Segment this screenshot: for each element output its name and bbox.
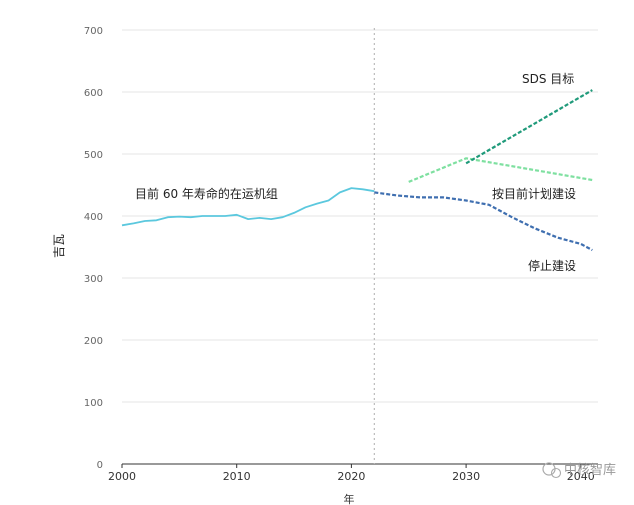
y-tick-label-500: 500 <box>84 150 103 161</box>
annotation-sds: SDS 目标 <box>522 72 574 86</box>
x-axis-label: 年 <box>344 492 355 505</box>
annotation-stopped: 停止建设 <box>528 258 576 273</box>
x-tick-label-2040: 2040 <box>567 470 595 483</box>
series-line-2 <box>408 157 593 183</box>
series-group <box>121 89 593 252</box>
x-axis-ticks: 2000 2010 2020 2030 2040 <box>108 464 595 483</box>
watermark: 中核智库 <box>542 462 616 479</box>
x-tick-label-2030: 2030 <box>452 470 480 483</box>
x-tick-label-2020: 2020 <box>337 470 365 483</box>
y-tick-label-600: 600 <box>84 88 103 99</box>
y-tick-label-400: 400 <box>84 212 103 223</box>
y-tick-label-0: 0 <box>97 460 103 471</box>
annotation-planned: 按目前计划建设 <box>492 186 576 201</box>
x-tick-label-2000: 2000 <box>108 470 136 483</box>
y-axis-ticks: 0 100 200 300 400 500 600 700 <box>84 26 103 471</box>
y-tick-label-700: 700 <box>84 26 103 37</box>
y-tick-label-200: 200 <box>84 336 103 347</box>
series-line-3 <box>465 89 593 165</box>
series-line-1 <box>374 191 593 252</box>
series-line-0 <box>121 187 375 227</box>
y-axis-label: 吉瓦 <box>52 234 66 258</box>
y-tick-label-300: 300 <box>84 274 103 285</box>
annotation-current-fleet: 目前 60 年寿命的在运机组 <box>135 186 278 201</box>
y-tick-label-100: 100 <box>84 398 103 409</box>
x-tick-label-2010: 2010 <box>223 470 251 483</box>
wechat-icon-bubble <box>550 467 562 479</box>
watermark-text: 中核智库 <box>564 462 616 478</box>
